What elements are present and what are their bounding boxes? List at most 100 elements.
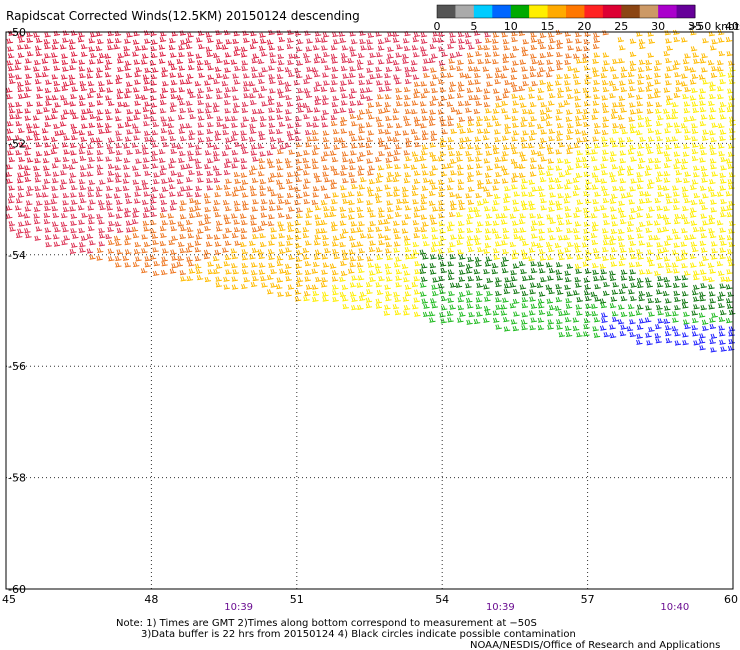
wind-barb — [385, 276, 393, 282]
wind-barb — [151, 67, 159, 73]
wind-barb — [681, 291, 689, 297]
wind-barb — [322, 109, 329, 115]
wind-barb — [457, 101, 465, 107]
wind-barb — [601, 136, 608, 142]
wind-barb — [636, 205, 644, 211]
wind-barb — [26, 135, 33, 141]
wind-barb — [63, 100, 70, 106]
wind-barb — [594, 177, 602, 183]
wind-barb — [162, 142, 169, 148]
wind-barb — [7, 65, 15, 72]
wind-barb — [437, 37, 445, 43]
wind-barb — [134, 109, 142, 115]
wind-barb — [203, 249, 211, 255]
wind-barb — [584, 93, 592, 99]
x-tick-label: 54 — [435, 593, 449, 606]
wind-barb — [348, 249, 356, 255]
wind-barb — [259, 233, 266, 239]
wind-barb — [567, 165, 574, 171]
wind-barb — [341, 45, 349, 51]
wind-barb — [637, 163, 645, 169]
wind-barb — [421, 130, 429, 136]
wind-barb — [395, 52, 402, 58]
wind-barb — [495, 277, 502, 283]
wind-barb — [204, 225, 211, 231]
wind-barb — [518, 261, 526, 267]
wind-barb — [176, 94, 184, 101]
wind-barb — [332, 235, 340, 241]
wind-barb — [458, 144, 466, 150]
wind-barb — [574, 102, 582, 108]
wind-barb — [718, 150, 725, 157]
wind-barb — [81, 109, 88, 115]
wind-barb — [494, 156, 502, 163]
wind-barb — [575, 38, 582, 44]
wind-barb — [278, 36, 286, 43]
wind-barb — [96, 100, 104, 106]
wind-barb — [294, 296, 302, 302]
wind-barb — [322, 99, 329, 106]
wind-barb — [582, 242, 589, 248]
wind-barb — [359, 30, 366, 36]
wind-barb — [135, 158, 142, 164]
wind-barb — [196, 65, 204, 71]
wind-barb — [664, 73, 672, 79]
wind-barb — [386, 58, 393, 64]
wind-barb — [629, 109, 637, 115]
wind-barb — [232, 269, 239, 275]
wind-barb — [664, 305, 671, 311]
wind-barb — [637, 67, 645, 73]
wind-barb — [476, 150, 483, 156]
wind-barb — [394, 309, 402, 316]
wind-barb — [206, 51, 213, 57]
wind-barb — [665, 193, 672, 199]
wind-barb — [520, 121, 527, 128]
wind-barb — [628, 199, 636, 205]
wind-barb — [530, 317, 537, 323]
wind-barb — [222, 129, 229, 136]
wind-barb — [637, 143, 645, 149]
wind-barb — [224, 67, 231, 73]
wind-barb — [267, 248, 275, 255]
wind-barb — [339, 220, 347, 226]
wind-barb — [250, 150, 258, 156]
wind-barb — [243, 73, 250, 79]
wind-barb — [629, 102, 636, 108]
wind-barb — [725, 36, 733, 43]
wind-barb — [504, 123, 511, 129]
wind-barb — [628, 275, 636, 281]
wind-barb — [501, 267, 509, 274]
wind-barb — [545, 72, 553, 78]
wind-barb — [654, 197, 662, 204]
wind-barb — [62, 37, 69, 43]
wind-barb — [134, 191, 141, 197]
wind-barb — [593, 275, 600, 282]
wind-barb — [320, 86, 328, 92]
wind-barb — [719, 71, 726, 77]
wind-barb — [313, 72, 321, 78]
wind-barb — [99, 205, 106, 211]
wind-barb — [252, 53, 260, 59]
wind-barb — [114, 165, 122, 171]
wind-barb — [502, 316, 510, 323]
wind-barb — [414, 226, 421, 233]
wind-barb — [419, 282, 427, 288]
wind-barb — [684, 128, 691, 134]
wind-barb — [521, 51, 529, 57]
wind-barb — [564, 325, 572, 331]
wind-barb — [648, 206, 655, 212]
wind-barb — [719, 247, 727, 253]
wind-barb — [592, 262, 599, 269]
wind-barb — [402, 130, 410, 136]
wind-barb — [501, 240, 508, 246]
wind-barb — [717, 191, 724, 197]
wind-barb — [540, 102, 547, 108]
wind-barb — [288, 254, 295, 260]
wind-barb — [636, 171, 643, 178]
wind-barb — [512, 298, 520, 304]
wind-barb — [673, 36, 680, 43]
wind-barb — [394, 296, 401, 303]
wind-barb — [367, 32, 375, 38]
wind-barb — [16, 108, 23, 114]
